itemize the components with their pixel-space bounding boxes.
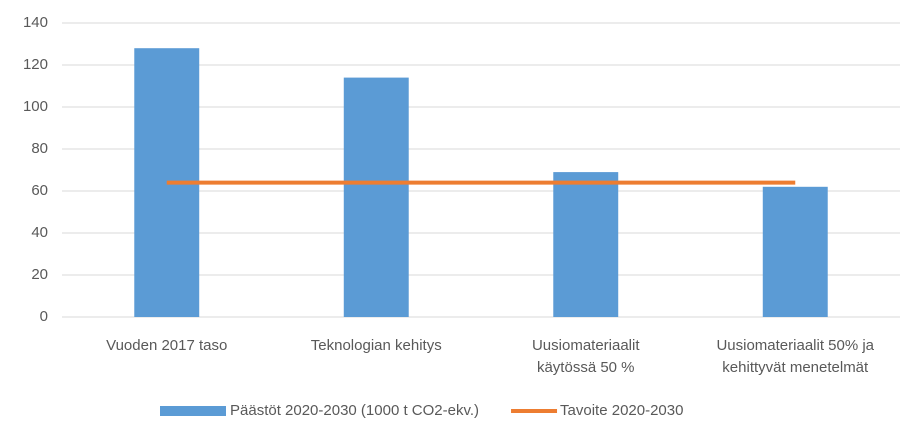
x-tick-label: kehittyvät menetelmät <box>722 359 869 376</box>
bar <box>343 77 409 317</box>
y-tick-label: 40 <box>31 224 48 241</box>
y-tick-label: 60 <box>31 182 48 199</box>
legend-label: Päästöt 2020-2030 (1000 t CO2-ekv.) <box>230 402 479 419</box>
y-tick-label: 0 <box>40 308 48 325</box>
legend-swatch <box>160 406 226 416</box>
y-tick-label: 80 <box>31 140 48 157</box>
y-tick-label: 100 <box>23 98 48 115</box>
x-tick-label: Vuoden 2017 taso <box>106 337 227 354</box>
bar <box>762 186 828 317</box>
x-tick-label: Teknologian kehitys <box>311 337 442 354</box>
x-tick-label: Uusiomateriaalit 50% ja <box>716 337 874 354</box>
x-tick-label: Uusiomateriaalit <box>532 337 640 354</box>
y-tick-label: 140 <box>23 14 48 31</box>
y-tick-label: 20 <box>31 266 48 283</box>
y-tick-label: 120 <box>23 56 48 73</box>
x-tick-label: käytössä 50 % <box>537 359 635 376</box>
legend-label: Tavoite 2020-2030 <box>560 402 683 419</box>
bar <box>553 172 619 317</box>
